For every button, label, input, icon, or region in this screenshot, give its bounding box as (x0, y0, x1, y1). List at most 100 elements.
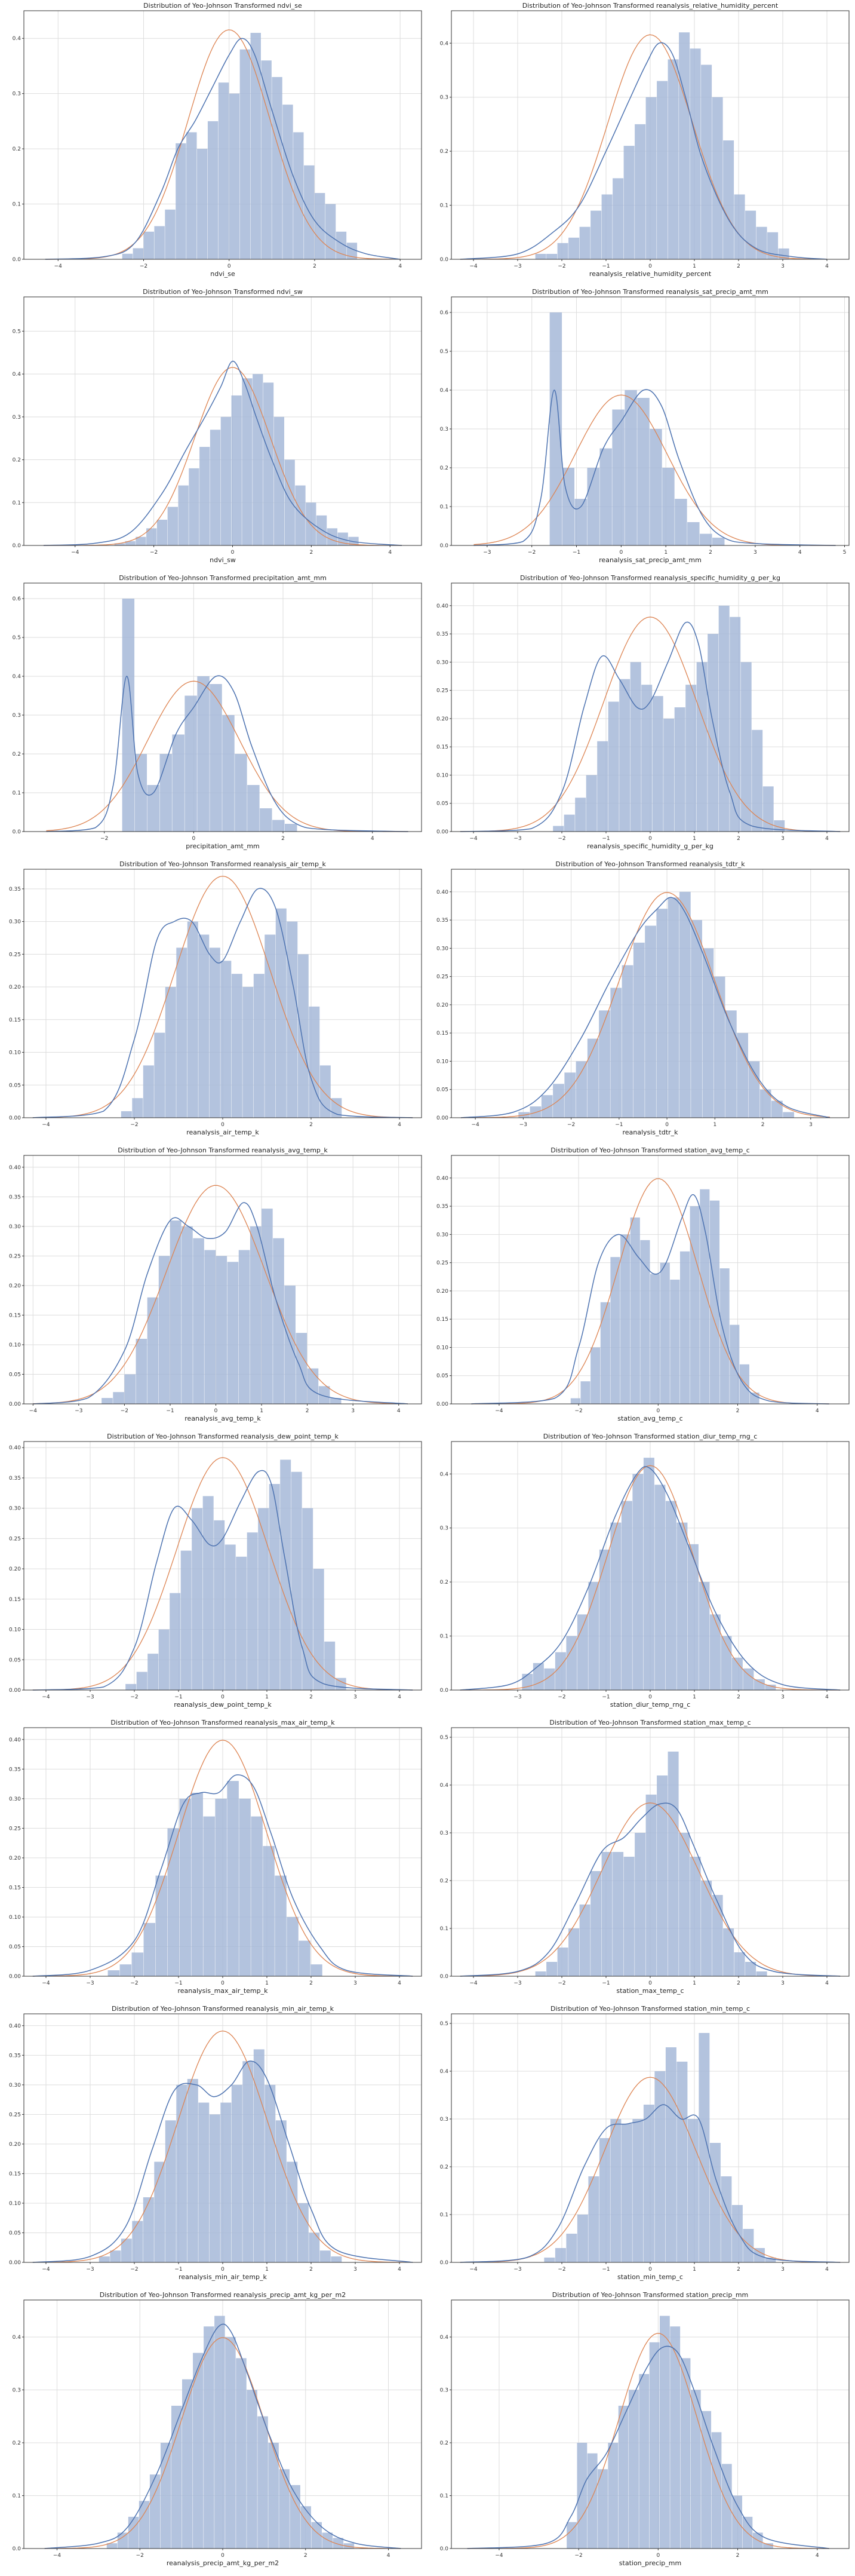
y-tick-label: 0.05 (9, 1944, 21, 1950)
histogram-bar (718, 605, 730, 832)
chart-svg-14: −4 −3 −2 −1 0 1 2 3 4 0.0 0.1 0.2 0.3 0.4 0.5 Distribut… (440, 1719, 850, 1995)
y-tick-label: 0.5 (440, 349, 448, 355)
histogram-bar (316, 515, 327, 545)
histogram-bar (132, 2221, 143, 2262)
histogram-bar (310, 1964, 322, 1976)
y-tick-label: 0.1 (440, 2212, 448, 2218)
histogram-bar (296, 1333, 307, 1404)
tick-labels: −4 −2 0 2 4 0.00 0.05 0.10 0.15 0.20 0.25 0.30 0.35 (9, 887, 401, 1128)
x-axis-label: precipitation_amt_mm (186, 842, 260, 850)
x-tick-label: −1 (602, 1694, 610, 1700)
y-tick-label: 0.35 (9, 1476, 21, 1482)
chart-title: Distribution of Yeo-Johnson Transformed … (119, 574, 327, 582)
chart-svg-6: −4 −3 −2 −1 0 1 2 3 4 0.00 0.05 0.10 0.15 0.20 0.25 0.3… (436, 574, 850, 850)
tick-labels: −4 −3 −2 −1 0 1 2 3 4 0.00 0.05 0.10 0.15 0.20 0.25 0.3… (9, 1165, 401, 1414)
histogram-bar (167, 1828, 179, 1976)
x-tick-label: −2 (121, 1408, 128, 1414)
histogram-bar (247, 1532, 258, 1690)
y-tick-label: 0.00 (436, 829, 448, 835)
normal-fit-line (473, 394, 836, 546)
histogram-bar (756, 1971, 767, 1976)
y-tick-label: 0.20 (436, 1289, 448, 1295)
histogram-bar (284, 1285, 296, 1404)
normal-fit-line (460, 34, 827, 260)
x-tick-label: 1 (265, 1980, 269, 1986)
histogram-bar (712, 1895, 723, 1976)
histogram-bar (590, 210, 602, 259)
histogram-bar (645, 1795, 657, 1976)
histogram-bar (643, 2105, 654, 2262)
histogram-bar (625, 390, 637, 545)
chart-panel-10: −4 −2 0 2 4 0.00 0.05 0.10 0.15 0.20 0.25 0.30 0.35 0… (428, 1145, 855, 1431)
y-tick-label: 0.35 (9, 1767, 21, 1772)
histogram-bar (242, 378, 253, 545)
normal-fit-line (461, 892, 830, 1118)
chart-panel-1: −4 −2 0 2 4 0.0 0.1 0.2 0.3 0.4 Distribution of Ye… (0, 0, 428, 286)
histogram-bar (216, 1256, 227, 1404)
chart-svg-17: −4 −2 0 2 4 0.0 0.1 0.2 0.3 0.4 Distribution of Ye… (13, 2291, 422, 2567)
histogram-bar (709, 1200, 720, 1404)
y-tick-label: 0.0 (13, 257, 21, 263)
histogram-bar (102, 1398, 113, 1404)
histogram-bar (723, 140, 734, 259)
histogram-bar (732, 2495, 743, 2549)
x-axis-label: reanalysis_air_temp_k (186, 1128, 259, 1136)
plot-frame (451, 296, 850, 546)
y-tick-label: 0.1 (440, 1926, 448, 1932)
histogram-bar (122, 599, 135, 832)
x-tick-label: 4 (398, 263, 402, 269)
histogram-bar (668, 897, 679, 1118)
y-tick-label: 0.05 (9, 2230, 21, 2236)
y-tick-label: 0.00 (9, 1974, 21, 1980)
x-tick-label: 3 (353, 1980, 357, 1986)
histogram-bar (680, 2358, 691, 2549)
histogram-bar (765, 2258, 776, 2262)
y-tick-label: 0.20 (9, 985, 21, 990)
histogram-bar (155, 1875, 167, 1976)
x-tick-label: 2 (737, 1694, 740, 1700)
x-tick-label: 4 (388, 550, 392, 556)
histogram-bar (106, 2543, 118, 2549)
y-tick-label: 0.4 (440, 2069, 449, 2075)
x-tick-label: 0 (656, 2553, 660, 2559)
x-tick-label: −3 (513, 2267, 521, 2273)
y-tick-label: 0.35 (436, 631, 448, 637)
histogram-bar (588, 2176, 599, 2262)
normal-fit-line (32, 2030, 413, 2263)
x-tick-label: 0 (665, 1122, 669, 1128)
y-tick-label: 0.05 (436, 801, 448, 807)
histogram-bar (314, 193, 325, 259)
y-tick-label: 0.40 (436, 1176, 448, 1182)
x-axis-label: ndvi_se (210, 270, 235, 278)
histogram-bar (635, 1833, 646, 1976)
histogram-bar (690, 1857, 701, 1976)
y-tick-label: 0.05 (9, 1657, 21, 1663)
chart-svg-7: −4 −2 0 2 4 0.00 0.05 0.10 0.15 0.20 0.25 0.30 0.35 D… (9, 860, 422, 1136)
histogram-bar (218, 82, 229, 259)
y-tick-label: 0.1 (13, 202, 21, 208)
gridlines (24, 583, 422, 832)
y-tick-label: 0.00 (436, 1402, 448, 1407)
kde-line (46, 675, 408, 832)
x-axis-label: station_precip_mm (619, 2559, 681, 2567)
x-tick-label: −4 (495, 1408, 503, 1414)
normal-fit-line (32, 1457, 413, 1691)
tick-labels: −4 −3 −2 −1 0 1 2 3 4 0.00 0.05 0.10 0.15 0.20 0.25 0.3… (436, 603, 829, 842)
y-tick-label: 0.15 (9, 1885, 21, 1891)
histogram-bar (730, 617, 741, 832)
histogram-bar (662, 468, 675, 545)
x-tick-label: 0 (221, 1694, 224, 1700)
x-tick-label: −4 (42, 2267, 50, 2273)
histogram-bar (113, 1392, 124, 1404)
kde-line (460, 1802, 841, 1977)
x-tick-label: 3 (809, 1122, 813, 1128)
x-tick-label: 4 (816, 1408, 819, 1414)
chart-panel-9: −4 −3 −2 −1 0 1 2 3 4 0.00 0.05 0.10 0.15 0.20 0.25 0.3… (0, 1145, 428, 1431)
histogram-bar (721, 2464, 732, 2549)
histogram-bar (239, 49, 251, 259)
y-tick-label: 0.40 (9, 1165, 21, 1171)
x-tick-label: 1 (693, 2267, 696, 2273)
histogram-bar (601, 1852, 613, 1976)
y-tick-label: 0.20 (9, 1283, 21, 1289)
histogram-bar (654, 2071, 666, 2262)
